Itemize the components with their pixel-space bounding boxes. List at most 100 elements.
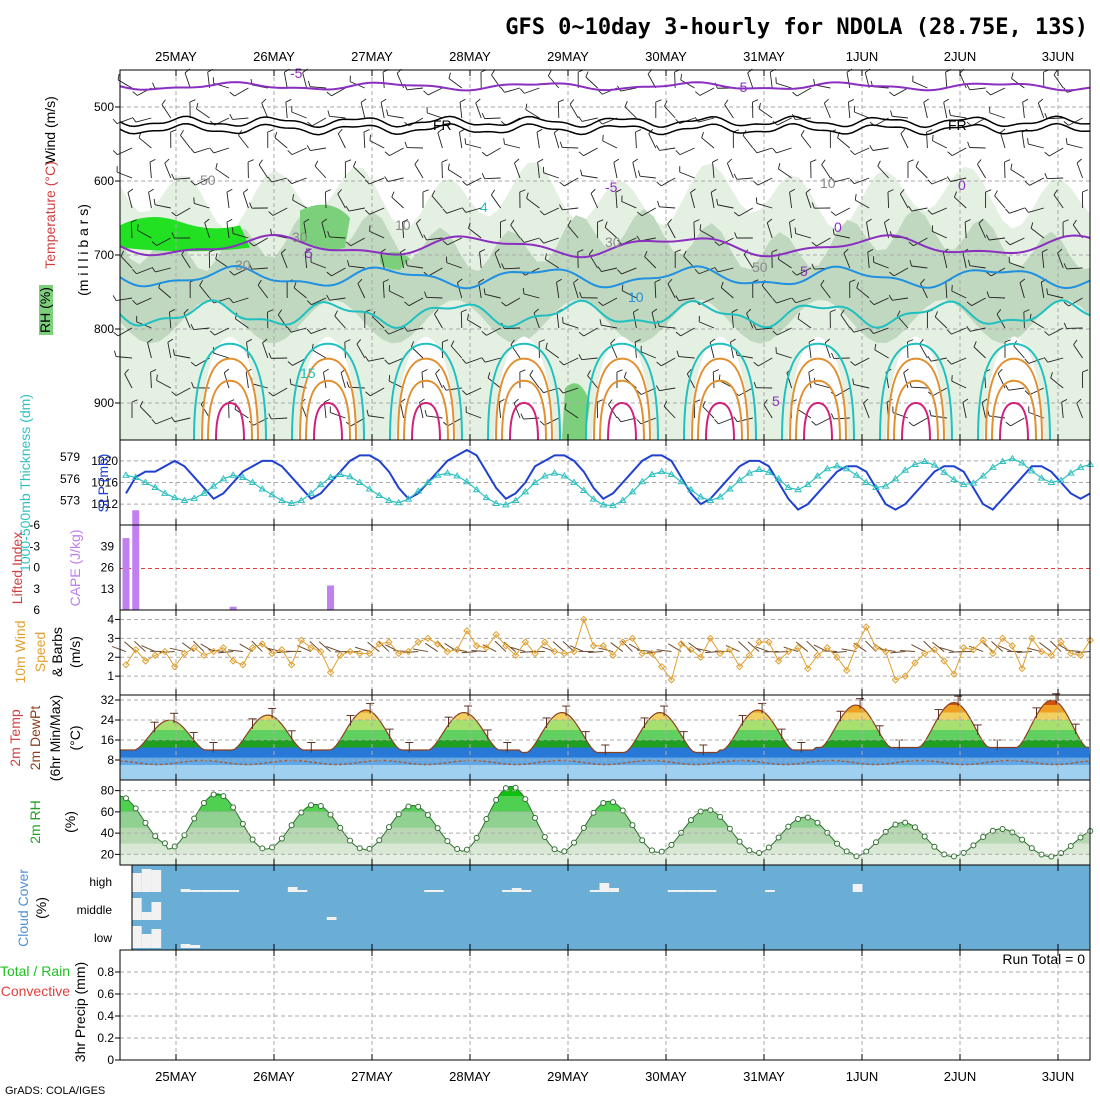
wind-barb [690,188,696,193]
wind-barb [467,313,469,320]
wind-barb [234,87,249,97]
thickness-series [125,458,1091,507]
wind-barb [621,201,637,209]
wind-barb [189,99,196,103]
wind-barb [829,309,836,313]
wind-barb [353,161,357,167]
y-tick-label: 0.2 [97,1031,114,1045]
run-total-label: Run Total = 0 [1002,951,1085,967]
wind-barb [981,398,988,403]
wind-barb [946,359,952,365]
wind-barb [675,249,681,253]
rh-point [561,848,568,855]
wind-barb [214,327,230,336]
wind-barb [909,260,912,267]
wind-barb [852,378,855,385]
wind-barb [731,309,738,313]
thickness-point [589,495,598,502]
wind-barb [615,189,622,193]
cloud-panel: high middle low Cloud Cover (%) [15,864,1091,951]
wind-barb [621,284,624,291]
wind-barb [1028,143,1044,149]
wind-barb [622,290,637,299]
wind-barb [778,258,792,269]
wind-speed-point [375,640,383,648]
wind-speed-point [229,657,237,665]
wind-speed-point [346,647,354,656]
wind-barb [747,72,754,89]
wind-barb [481,112,486,119]
wind-barb [171,391,177,396]
thickness-point [657,467,666,475]
wind-barb [330,412,346,419]
wind-barb [226,222,230,239]
wind-barb [407,265,424,269]
wind-barb [556,312,560,329]
wind-barb [654,279,661,283]
wind-barb [621,640,633,652]
thickness-point [394,498,403,506]
thickness-point [725,485,734,492]
wind-barb [1076,158,1082,164]
wind-barb [504,143,521,149]
wind-barb [372,316,385,329]
wind-barb [659,325,676,329]
rh-point [395,811,402,818]
wind-barb [428,267,443,277]
wind-barb [171,232,175,239]
wind-speed-point [969,645,978,654]
wind-barb [437,128,443,134]
wind-barb [337,193,346,209]
wind-speed-point [1067,649,1075,658]
wind-barb [667,219,672,225]
rh-point [230,804,237,811]
wind-barb [494,252,502,269]
y-tick-label: 24 [101,713,115,727]
wind-barb [1023,309,1030,313]
wind-barb [1053,74,1064,89]
wind-barb [854,147,870,156]
wind-barb [693,219,700,223]
wind-barb [124,641,137,652]
wind-barb [559,204,563,211]
wind-barb [583,147,598,157]
wind-barb [813,78,816,86]
wind-barb [227,649,243,653]
cloud-bar [326,917,337,920]
rh-point [473,834,480,841]
wind-barb [556,278,562,283]
wind-barb [215,253,218,260]
thickness-point [443,469,452,476]
wind-barb [314,160,319,167]
wind-barb [712,159,719,163]
date-label: 28MAY [449,1069,491,1084]
wind-speed-point [804,664,812,673]
wind-speed-point [258,640,267,648]
wind-barb [156,237,172,246]
wind-barb [368,415,385,419]
wind-barb [324,398,330,403]
wind-barb [730,338,736,343]
date-label: 26MAY [253,49,295,64]
wind-barb [907,159,914,163]
wind-speed-point [190,644,198,652]
rh-point [405,803,412,810]
wind-barb [694,399,701,403]
wind-barb [939,647,955,653]
wind-barb [310,327,327,334]
wind-barb [435,373,443,389]
temp-band [257,712,1070,720]
wind-speed-point [920,649,929,658]
wind-barb [934,311,938,318]
wind-barb [113,331,119,337]
wind-barb [258,159,263,165]
wind-barb [887,191,890,209]
wind-barb [562,387,579,394]
cloud-bar [687,890,697,892]
wind-barb [953,191,957,198]
wind-barb [403,326,408,332]
wind-barb [811,420,817,426]
wind-barb [698,267,715,275]
wind-speed-point [531,649,539,658]
cloud-bar [297,890,308,892]
